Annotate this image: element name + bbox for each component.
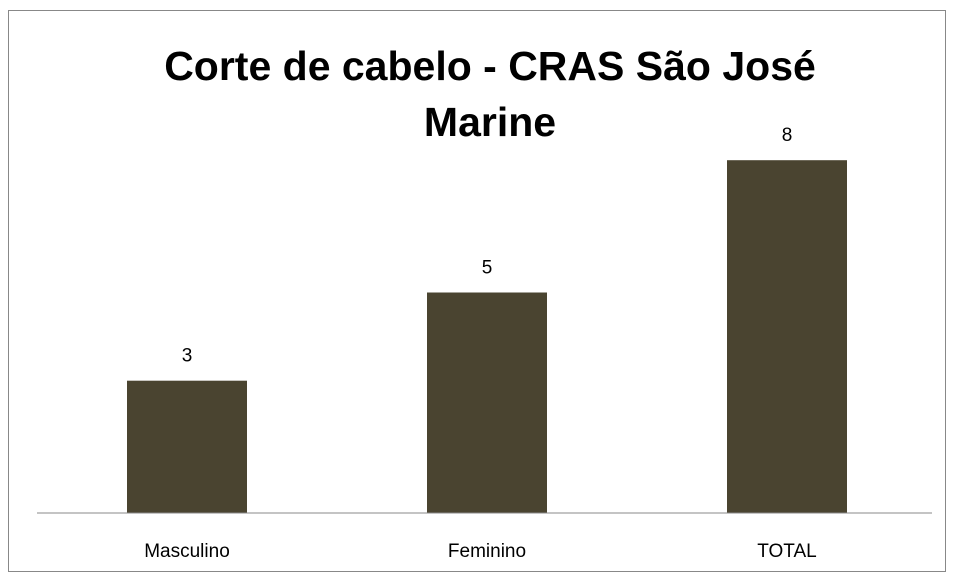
chart-title: Corte de cabelo - CRAS São José Marine — [164, 43, 816, 145]
data-label: 3 — [182, 346, 193, 367]
data-label: 8 — [782, 125, 793, 146]
chart-frame — [8, 10, 946, 572]
bar — [427, 292, 547, 513]
x-tick-label: Masculino — [144, 541, 230, 562]
x-tick-label: TOTAL — [757, 541, 816, 562]
data-label: 5 — [482, 258, 493, 279]
x-tick-label: Feminino — [448, 541, 526, 562]
bar — [127, 380, 247, 513]
bar — [727, 160, 847, 513]
